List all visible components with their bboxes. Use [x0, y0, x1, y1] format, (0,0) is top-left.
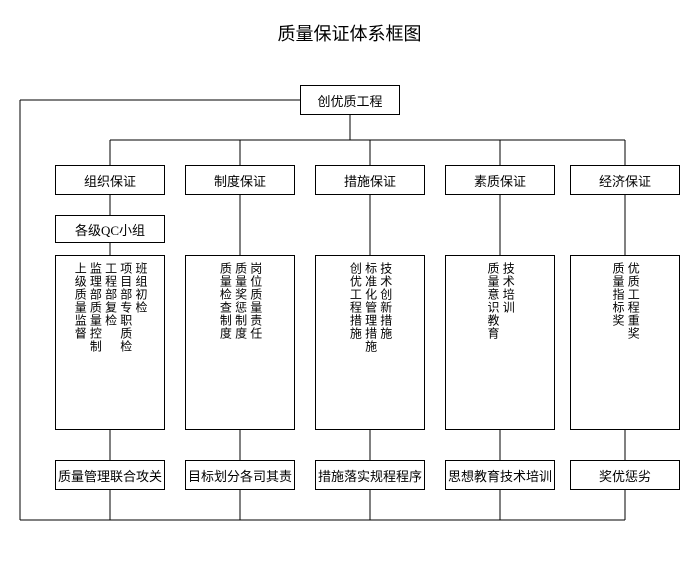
col4-detail: 质量指标奖 优质工程重奖	[570, 255, 680, 430]
col2-bottom: 措施落实规程程序	[315, 460, 425, 490]
root-node: 创优质工程	[300, 85, 400, 115]
col0-detail: 上级质量监督 监理部质量控制 工程部复检 项目部专职质检 班组初检	[55, 255, 165, 430]
col0-mid: 各级QC小组	[55, 215, 165, 243]
col2-detail: 创优工程措施 标准化管理措施 技术创新措施	[315, 255, 425, 430]
col4-head: 经济保证	[570, 165, 680, 195]
col0-d4: 班组初检	[134, 262, 147, 314]
col1-d1: 质量奖惩制度	[233, 262, 246, 340]
col4-d0: 质量指标奖	[611, 262, 624, 327]
col0-head: 组织保证	[55, 165, 165, 195]
col0-d1: 监理部质量控制	[88, 262, 101, 353]
col1-d0: 质量检查制度	[218, 262, 231, 340]
col1-detail: 质量检查制度 质量奖惩制度 岗位质量责任	[185, 255, 295, 430]
col0-bottom: 质量管理联合攻关	[55, 460, 165, 490]
col2-d1: 标准化管理措施	[363, 262, 376, 353]
col2-head: 措施保证	[315, 165, 425, 195]
col3-detail: 质量意识教育 技术培训	[445, 255, 555, 430]
page-title: 质量保证体系框图	[0, 20, 699, 46]
col2-d0: 创优工程措施	[348, 262, 361, 340]
col0-d0: 上级质量监督	[73, 262, 86, 340]
col2-d2: 技术创新措施	[379, 262, 392, 340]
col3-head: 素质保证	[445, 165, 555, 195]
col1-bottom: 目标划分各司其责	[185, 460, 295, 490]
col3-bottom: 思想教育技术培训	[445, 460, 555, 490]
col4-bottom: 奖优惩劣	[570, 460, 680, 490]
col3-d1: 技术培训	[501, 262, 514, 314]
col0-d3: 项目部专职质检	[119, 262, 132, 353]
col4-d1: 优质工程重奖	[626, 262, 639, 340]
col1-d2: 岗位质量责任	[249, 262, 262, 340]
col1-head: 制度保证	[185, 165, 295, 195]
col3-d0: 质量意识教育	[486, 262, 499, 340]
col0-d2: 工程部复检	[103, 262, 116, 327]
